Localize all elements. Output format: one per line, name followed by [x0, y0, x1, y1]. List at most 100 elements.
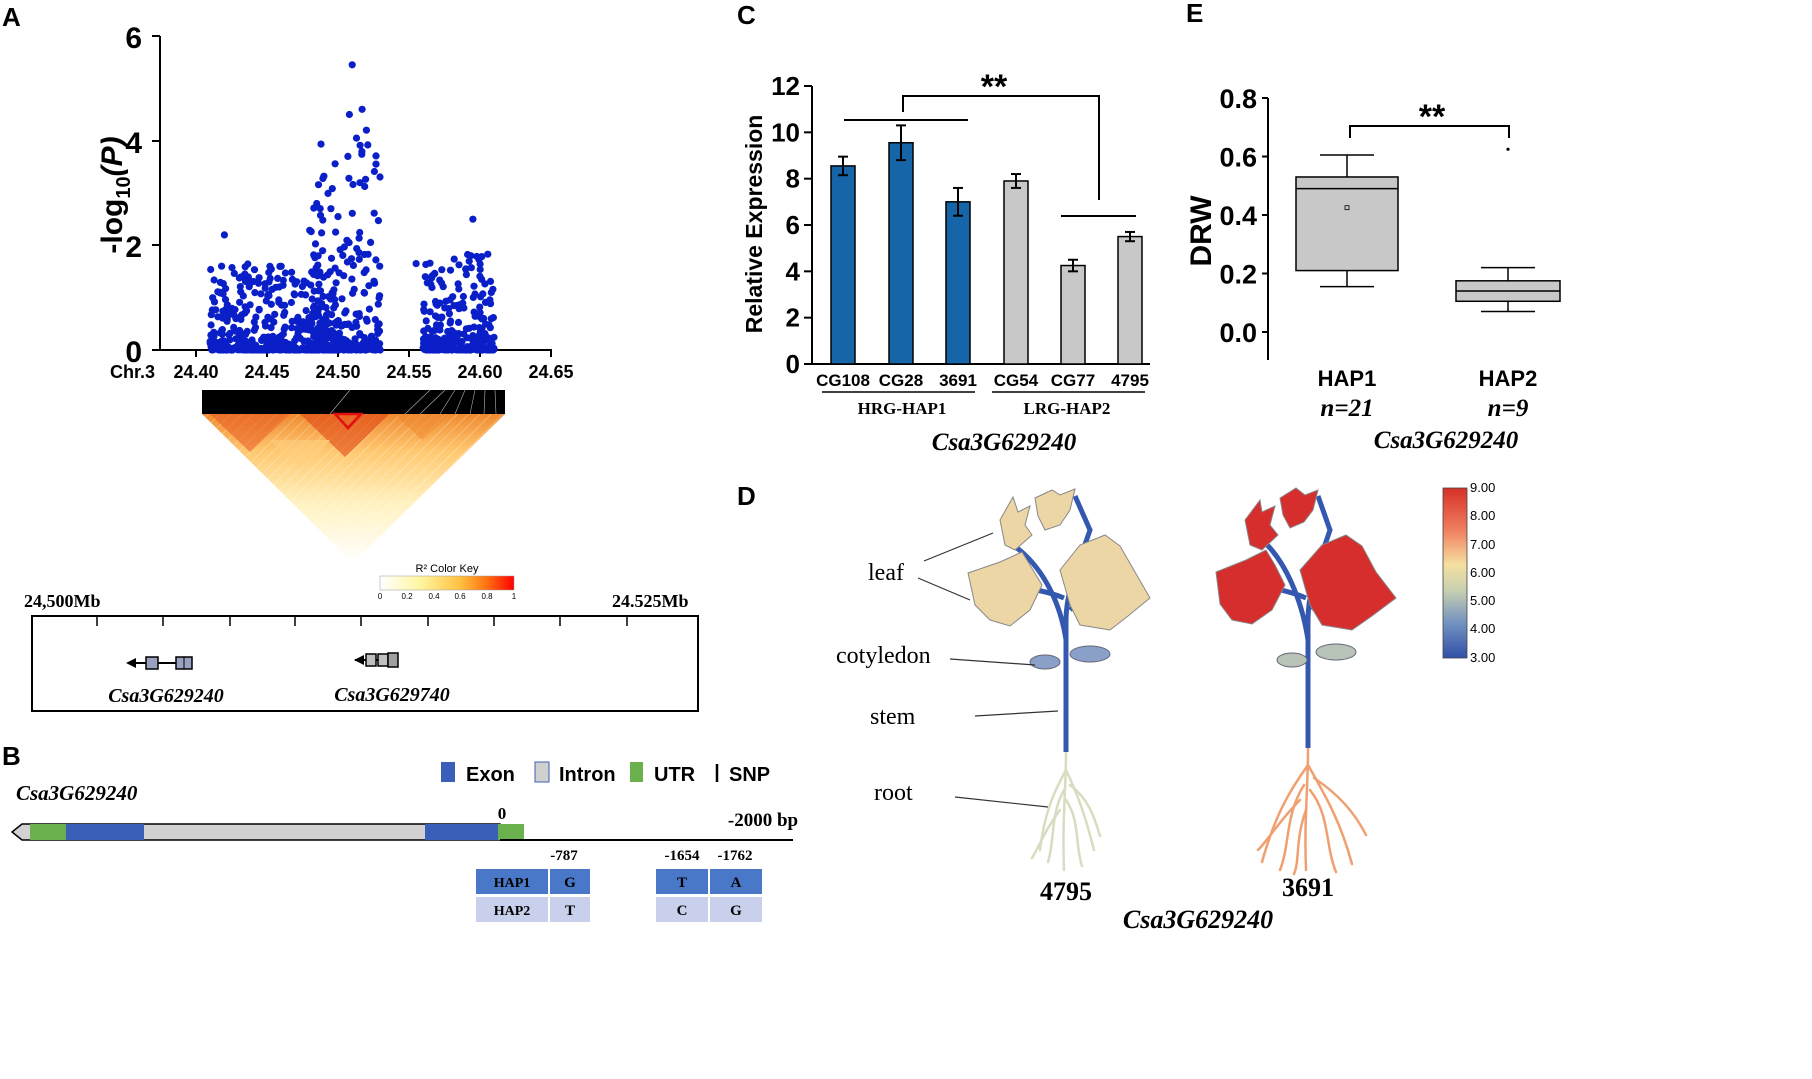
manhattan-point — [356, 228, 364, 237]
plant-3691-roots — [1256, 746, 1368, 876]
plant-3691-cotyledon-left — [1276, 652, 1308, 668]
exon-1 — [66, 824, 144, 840]
utr-5 — [498, 824, 524, 840]
manhattan-point — [469, 215, 477, 223]
manhattan-point — [338, 295, 346, 303]
manhattan-point — [484, 250, 492, 258]
colorkey-tick-5: 1 — [512, 592, 517, 601]
manhattan-point — [310, 313, 318, 321]
manhattan-point — [303, 319, 311, 327]
expression-ytick-label: 12 — [771, 71, 800, 101]
expression-category-label: CG108 — [816, 371, 870, 390]
manhattan-point — [367, 337, 375, 345]
manhattan-point — [230, 269, 238, 277]
manhattan-point — [293, 334, 301, 342]
color-scale-bar — [1442, 487, 1468, 659]
manhattan-point — [422, 346, 430, 354]
plant-3691-leaf-top2 — [1279, 487, 1319, 529]
manhattan-point — [319, 292, 327, 300]
expression-category-label: CG54 — [994, 371, 1039, 390]
manhattan-point — [352, 318, 360, 326]
manhattan-point — [255, 274, 263, 282]
expression-ytick-label: 10 — [771, 117, 800, 147]
drw-sig-bracket — [1349, 125, 1510, 138]
manhattan-point — [272, 345, 280, 353]
manhattan-point — [337, 322, 345, 330]
manhattan-point — [259, 334, 268, 342]
legend-snp: SNP — [729, 764, 770, 786]
drw-y-ticks: 0.0 0.2 0.4 0.6 0.8 — [1219, 84, 1268, 348]
snp-pos-787: -787 — [550, 848, 578, 864]
manhattan-point — [350, 344, 359, 352]
manhattan-point — [370, 277, 378, 285]
manhattan-point — [254, 279, 263, 287]
manhattan-point — [274, 274, 282, 282]
manhattan-point — [479, 290, 487, 298]
manhattan-point — [462, 265, 470, 273]
legend-exon-swatch — [441, 762, 455, 782]
plant-4795-roots — [1030, 750, 1102, 872]
manhattan-point — [317, 140, 325, 148]
manhattan-point — [462, 325, 470, 333]
manhattan-point — [450, 302, 458, 310]
manhattan-point — [463, 334, 471, 342]
manhattan-point — [445, 310, 453, 318]
expression-bar — [1117, 235, 1143, 365]
manhattan-point — [210, 276, 218, 284]
hap2-allele-1762: G — [730, 903, 742, 919]
colorkey-tick-2: 0.4 — [428, 592, 440, 601]
manhattan-point — [328, 185, 336, 193]
ylabel-main: -log — [96, 199, 129, 254]
expression-bar — [1060, 264, 1086, 365]
panel-letter-d: D — [737, 481, 756, 511]
manhattan-point — [302, 307, 310, 315]
expression-x-labels: CG108 CG28 3691 CG54 CG77 4795 — [816, 371, 1149, 390]
manhattan-point — [279, 276, 287, 284]
xtick-4: 24.55 — [386, 362, 431, 382]
manhattan-point — [482, 320, 490, 328]
manhattan-point — [481, 331, 489, 339]
manhattan-point — [364, 141, 372, 149]
manhattan-point — [298, 282, 306, 291]
manhattan-point — [471, 290, 479, 298]
expression-sig-stars: ** — [981, 68, 1008, 106]
manhattan-point — [219, 280, 227, 288]
legend-intron-swatch — [534, 761, 550, 783]
manhattan-point — [476, 309, 484, 317]
plant-3691-leaf-top — [1244, 498, 1279, 551]
manhattan-point — [316, 205, 324, 213]
legend-intron: Intron — [559, 764, 616, 786]
manhattan-point — [316, 287, 325, 295]
colorkey-tick-4: 0.8 — [481, 592, 493, 601]
drw-box-hap1 — [1295, 154, 1399, 288]
manhattan-point — [371, 346, 379, 354]
region-ticks — [96, 616, 628, 626]
manhattan-point — [332, 318, 340, 326]
plant-4795-cotyledon-left — [1029, 654, 1061, 670]
plant-4795-leaf-top — [999, 495, 1033, 551]
manhattan-point — [327, 205, 335, 213]
ytick-4: 4 — [125, 127, 142, 160]
manhattan-point — [490, 333, 498, 341]
manhattan-point — [323, 333, 331, 341]
panel-letter-b: B — [2, 741, 21, 771]
sample-3691: 3691 — [1282, 873, 1334, 902]
colorkey-tick-0: 0 — [378, 592, 383, 601]
expression-ytick-label: 4 — [786, 256, 801, 286]
gene-model-2 — [354, 652, 399, 668]
r2-color-key: R² Color Key 0 0.2 0.4 0.6 0.8 1 — [378, 563, 517, 601]
scale-tick-8: 8.00 — [1470, 508, 1495, 523]
region-box — [31, 615, 699, 712]
manhattan-point — [287, 298, 295, 307]
manhattan-point — [370, 209, 378, 217]
manhattan-point — [450, 255, 458, 263]
panel-a: A -log10(P) 0 2 4 6 — [2, 2, 699, 712]
manhattan-point — [372, 256, 380, 264]
manhattan-point — [275, 333, 283, 341]
manhattan-point — [465, 257, 473, 265]
manhattan-point — [358, 105, 366, 113]
manhattan-point — [361, 343, 369, 351]
expression-category-label: CG28 — [879, 371, 923, 390]
ytick-0: 0 — [125, 336, 142, 369]
